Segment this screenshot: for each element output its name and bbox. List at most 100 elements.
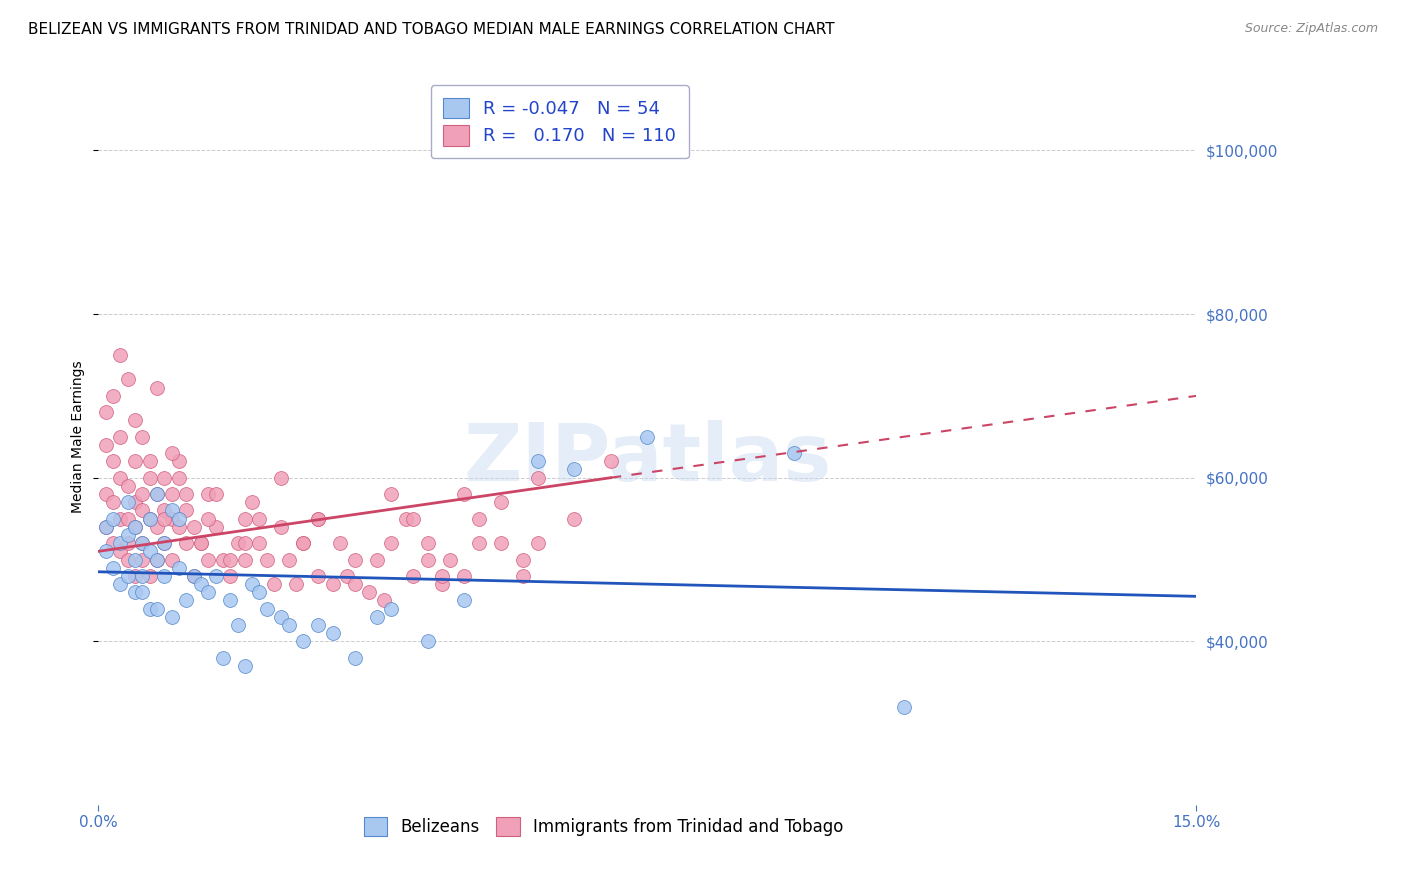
Point: [893, 699, 915, 714]
Point: [432, 577, 454, 591]
Point: [183, 569, 205, 583]
Point: [343, 577, 366, 591]
Point: [153, 511, 176, 525]
Point: [204, 520, 226, 534]
Point: [153, 503, 176, 517]
Point: [124, 520, 146, 534]
Point: [307, 511, 329, 525]
Point: [204, 487, 226, 501]
Point: [138, 569, 160, 583]
Point: [307, 569, 329, 583]
Point: [512, 569, 534, 583]
Point: [167, 560, 190, 574]
Point: [146, 381, 169, 395]
Point: [146, 487, 169, 501]
Point: [219, 552, 242, 566]
Point: [110, 511, 132, 525]
Point: [146, 552, 169, 566]
Point: [432, 569, 454, 583]
Point: [256, 601, 278, 615]
Point: [153, 536, 176, 550]
Point: [101, 536, 124, 550]
Point: [146, 601, 169, 615]
Point: [233, 536, 256, 550]
Point: [416, 536, 439, 550]
Point: [160, 503, 183, 517]
Point: [117, 479, 139, 493]
Point: [249, 585, 271, 599]
Y-axis label: Median Male Earnings: Median Male Earnings: [72, 360, 86, 513]
Point: [160, 609, 183, 624]
Point: [526, 536, 548, 550]
Point: [336, 569, 359, 583]
Point: [512, 552, 534, 566]
Point: [146, 520, 169, 534]
Point: [562, 511, 585, 525]
Point: [94, 544, 117, 558]
Point: [366, 552, 388, 566]
Point: [263, 577, 285, 591]
Point: [212, 552, 235, 566]
Point: [160, 487, 183, 501]
Point: [190, 536, 212, 550]
Point: [233, 659, 256, 673]
Point: [322, 577, 344, 591]
Point: [101, 389, 124, 403]
Point: [110, 536, 132, 550]
Point: [124, 552, 146, 566]
Point: [380, 487, 402, 501]
Point: [292, 634, 315, 648]
Point: [138, 471, 160, 485]
Point: [183, 520, 205, 534]
Point: [307, 618, 329, 632]
Point: [526, 471, 548, 485]
Point: [110, 577, 132, 591]
Point: [380, 601, 402, 615]
Point: [219, 593, 242, 607]
Point: [160, 552, 183, 566]
Point: [124, 569, 146, 583]
Point: [190, 536, 212, 550]
Point: [233, 552, 256, 566]
Point: [526, 454, 548, 468]
Point: [197, 585, 219, 599]
Point: [190, 577, 212, 591]
Point: [249, 511, 271, 525]
Point: [212, 650, 235, 665]
Point: [489, 495, 512, 509]
Point: [416, 552, 439, 566]
Point: [240, 495, 263, 509]
Point: [197, 552, 219, 566]
Point: [101, 495, 124, 509]
Point: [167, 511, 190, 525]
Point: [131, 487, 153, 501]
Point: [439, 552, 461, 566]
Point: [183, 569, 205, 583]
Point: [453, 593, 475, 607]
Point: [343, 650, 366, 665]
Point: [138, 454, 160, 468]
Point: [240, 577, 263, 591]
Point: [402, 511, 425, 525]
Legend: Belizeans, Immigrants from Trinidad and Tobago: Belizeans, Immigrants from Trinidad and …: [356, 809, 852, 845]
Point: [277, 552, 299, 566]
Point: [131, 569, 153, 583]
Point: [146, 487, 169, 501]
Point: [160, 446, 183, 460]
Point: [373, 593, 395, 607]
Point: [117, 536, 139, 550]
Point: [124, 520, 146, 534]
Point: [174, 503, 197, 517]
Point: [131, 503, 153, 517]
Point: [380, 536, 402, 550]
Point: [402, 569, 425, 583]
Point: [453, 487, 475, 501]
Point: [636, 430, 658, 444]
Point: [270, 609, 292, 624]
Point: [124, 585, 146, 599]
Point: [277, 618, 299, 632]
Point: [783, 446, 806, 460]
Point: [94, 438, 117, 452]
Point: [138, 601, 160, 615]
Point: [131, 536, 153, 550]
